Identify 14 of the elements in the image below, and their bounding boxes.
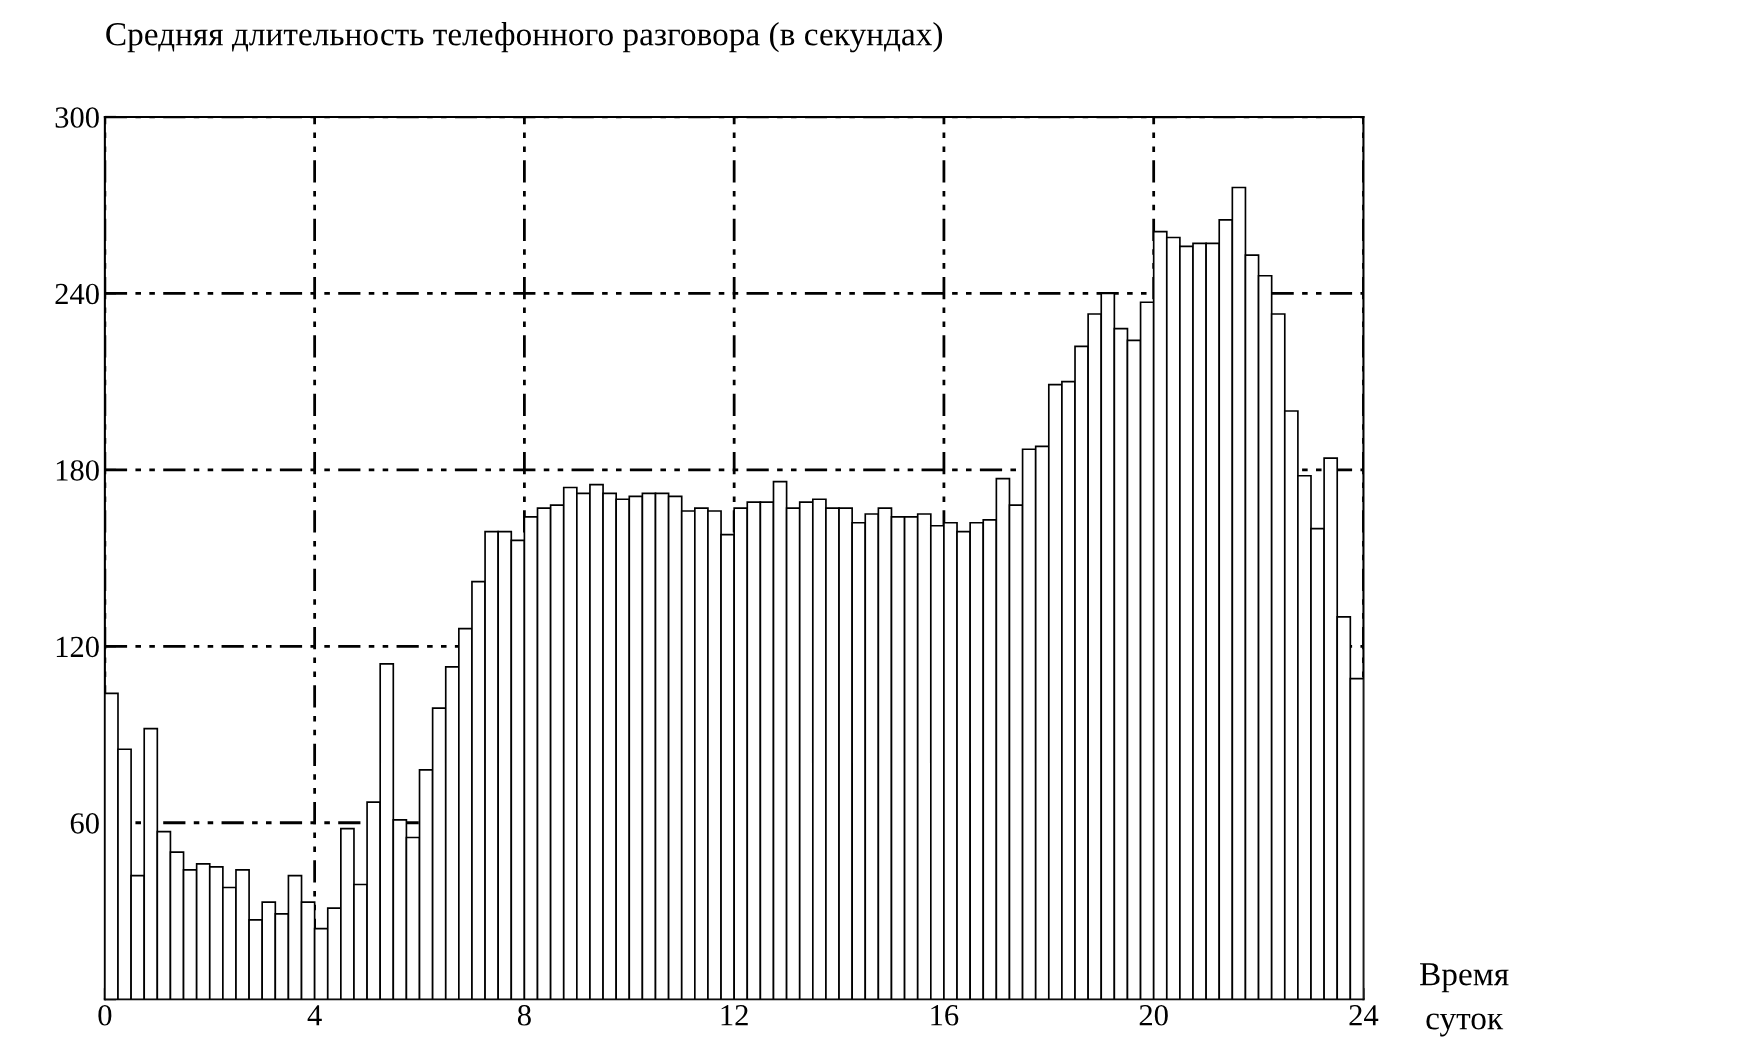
y-axis-title: Средняя длительность телефонного разговора (в секундах)	[106, 22, 943, 53]
y-tick-label: 60	[70, 813, 99, 834]
y-tick-label: 300	[55, 107, 99, 128]
x-tick-label: 12	[721, 1005, 748, 1026]
x-axis-title: Время суток	[1420, 963, 1509, 1037]
y-tick-label: 180	[56, 460, 99, 481]
x-tick-label: 8	[517, 1004, 531, 1026]
y-tick-label: 240	[55, 283, 99, 305]
x-tick-label: 4	[307, 1005, 322, 1026]
x-tick-label: 16	[931, 1005, 959, 1026]
x-tick-label: 24	[1349, 1005, 1379, 1026]
x-tick-label: 0	[98, 1004, 112, 1026]
y-tick-label: 120	[56, 636, 99, 658]
x-tick-label: 20	[1139, 1004, 1168, 1026]
